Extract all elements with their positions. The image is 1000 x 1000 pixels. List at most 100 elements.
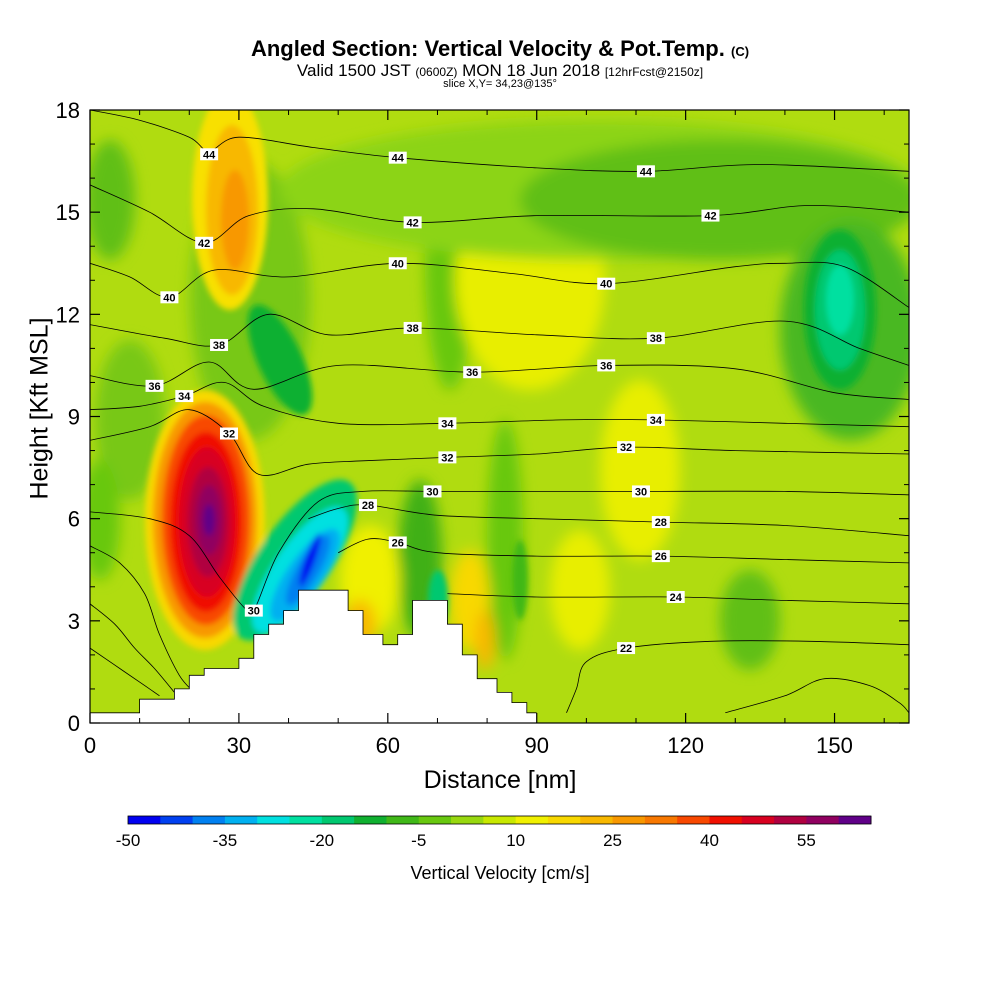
theta-contour-28 bbox=[90, 545, 195, 693]
contour-label: 38 bbox=[210, 338, 229, 352]
contour-label: 42 bbox=[403, 216, 422, 229]
contour-label: 32 bbox=[617, 441, 636, 454]
y-tick-label: 15 bbox=[56, 200, 80, 225]
svg-text:32: 32 bbox=[441, 452, 453, 464]
colorbar-swatch bbox=[257, 816, 291, 824]
colorbar-swatch bbox=[224, 816, 258, 824]
colorbar-swatch bbox=[612, 816, 646, 824]
colorbar-swatch bbox=[677, 816, 710, 824]
chart-subtitle: Valid 1500 JST (0600Z) MON 18 Jun 2018 [… bbox=[296, 61, 704, 80]
theta-contour-36 bbox=[90, 361, 909, 400]
svg-text:28: 28 bbox=[362, 500, 374, 512]
y-tick-label: 12 bbox=[56, 302, 80, 327]
svg-text:34: 34 bbox=[441, 418, 454, 430]
y-tick-label: 0 bbox=[68, 711, 80, 736]
contour-label: 32 bbox=[219, 427, 238, 441]
colorbar-tick-label: 25 bbox=[603, 831, 622, 850]
contour-label: 36 bbox=[145, 379, 164, 393]
svg-text:34: 34 bbox=[178, 391, 191, 403]
colorbar-swatch bbox=[709, 816, 743, 824]
contour-label: 34 bbox=[646, 413, 665, 427]
contour-label: 44 bbox=[200, 148, 219, 161]
svg-text:44: 44 bbox=[392, 153, 405, 165]
colorbar-swatch bbox=[386, 816, 420, 824]
x-axis: 0 30 60 90 120 150 bbox=[84, 110, 885, 758]
colorbar-swatch bbox=[741, 816, 775, 824]
colorbar-swatch bbox=[774, 816, 807, 824]
svg-text:40: 40 bbox=[600, 279, 612, 291]
contour-label: 30 bbox=[423, 485, 442, 498]
colorbar-swatch bbox=[547, 816, 581, 824]
contour-label: 36 bbox=[463, 366, 482, 379]
contour-label: 32 bbox=[438, 451, 457, 464]
theta-contour-26 bbox=[90, 603, 175, 693]
colorbar-swatch bbox=[418, 816, 452, 824]
theta-contour-26 bbox=[338, 538, 909, 564]
contour-label: 28 bbox=[358, 499, 377, 512]
x-tick-label: 0 bbox=[84, 733, 96, 758]
svg-text:42: 42 bbox=[407, 217, 419, 229]
contour-label: 30 bbox=[244, 604, 263, 618]
colorbar: -50 -35 -20 -5 10 25 40 55 bbox=[116, 815, 872, 850]
contour-label: 28 bbox=[651, 516, 670, 529]
contour-label: 24 bbox=[666, 590, 685, 604]
terrain-outline bbox=[89, 589, 537, 714]
contour-label: 44 bbox=[636, 165, 655, 178]
contour-label: 38 bbox=[646, 332, 665, 345]
svg-text:38: 38 bbox=[213, 340, 225, 352]
colorbar-frame bbox=[127, 815, 872, 825]
svg-text:26: 26 bbox=[392, 538, 404, 550]
svg-text:38: 38 bbox=[650, 333, 662, 345]
colorbar-tick-label: -35 bbox=[213, 831, 238, 850]
svg-text:36: 36 bbox=[466, 367, 478, 379]
theta-contour-28 bbox=[308, 504, 909, 537]
colorbar-swatch bbox=[321, 816, 355, 824]
contour-label: 34 bbox=[175, 390, 194, 403]
svg-text:40: 40 bbox=[392, 258, 404, 270]
svg-text:32: 32 bbox=[223, 429, 235, 441]
theta-contour-22 bbox=[725, 677, 909, 714]
svg-text:42: 42 bbox=[198, 238, 210, 250]
colorbar-tick-label: 40 bbox=[700, 831, 719, 850]
colorbar-label: Vertical Velocity [cm/s] bbox=[410, 863, 590, 883]
colorbar-swatch bbox=[192, 816, 226, 824]
svg-text:30: 30 bbox=[635, 486, 647, 498]
x-tick-label: 150 bbox=[816, 733, 853, 758]
chart-title: Angled Section: Vertical Velocity & Pot.… bbox=[250, 36, 750, 61]
contour-label: 44 bbox=[388, 151, 407, 165]
vertical-velocity-field: 44 44 44 42 42 42 40 40 40 38 38 38 36 36 36 34 34 34 32 32… bbox=[90, 110, 909, 723]
svg-text:26: 26 bbox=[655, 551, 667, 563]
contour-label: 26 bbox=[651, 550, 670, 563]
slice-label: slice X,Y= 34,23@135° bbox=[443, 78, 557, 90]
svg-text:30: 30 bbox=[426, 486, 438, 498]
svg-text:36: 36 bbox=[600, 360, 612, 372]
colorbar-swatch bbox=[806, 816, 840, 824]
contour-label: 42 bbox=[195, 236, 214, 250]
contour-label: 40 bbox=[597, 277, 616, 291]
x-tick-label: 120 bbox=[667, 733, 704, 758]
svg-text:28: 28 bbox=[655, 517, 667, 529]
svg-text:42: 42 bbox=[704, 211, 716, 223]
x-tick-label: 30 bbox=[227, 733, 251, 758]
colorbar-tick-label: -5 bbox=[411, 831, 426, 850]
colorbar-tick-label: -50 bbox=[116, 831, 141, 850]
colorbar-tick-label: 55 bbox=[797, 831, 816, 850]
colorbar-swatch bbox=[515, 816, 549, 824]
theta-contour-22 bbox=[566, 640, 909, 713]
theta-contour-44 bbox=[90, 110, 909, 172]
colorbar-swatch bbox=[644, 816, 678, 824]
colorbar-swatch bbox=[451, 816, 484, 824]
theta-contour-30 bbox=[90, 490, 909, 616]
svg-text:38: 38 bbox=[407, 323, 419, 335]
svg-text:44: 44 bbox=[640, 166, 653, 178]
colorbar-swatch bbox=[354, 816, 387, 824]
svg-text:22: 22 bbox=[620, 643, 632, 655]
svg-text:36: 36 bbox=[148, 381, 160, 393]
colorbar-swatch bbox=[838, 816, 872, 824]
colorbar-swatch bbox=[289, 816, 323, 824]
svg-text:24: 24 bbox=[670, 592, 683, 604]
contour-label: 22 bbox=[617, 642, 636, 655]
contour-label: 42 bbox=[701, 209, 720, 223]
y-axis-label: Height [Kft MSL] bbox=[25, 317, 54, 500]
